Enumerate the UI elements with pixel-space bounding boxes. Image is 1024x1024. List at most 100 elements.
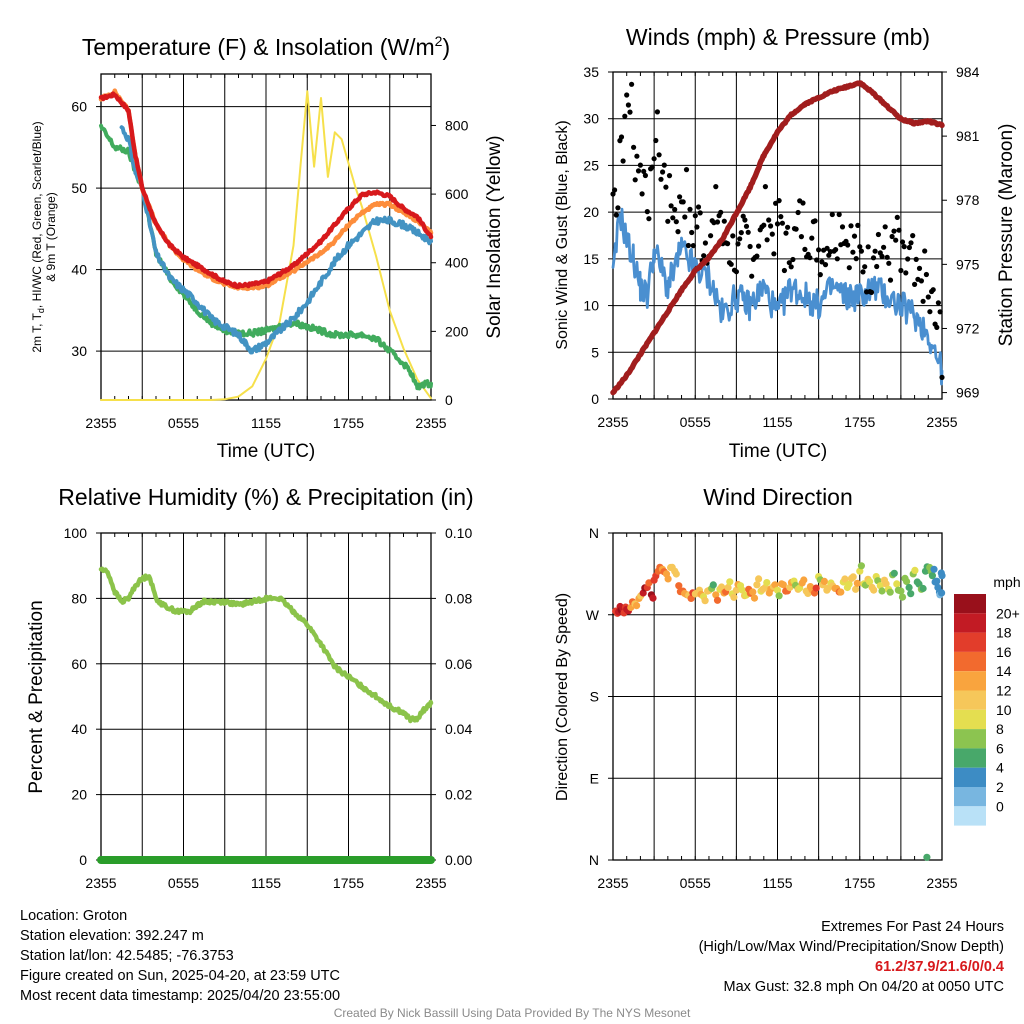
direction-point bbox=[907, 590, 915, 598]
temp-series-4 bbox=[100, 90, 432, 401]
colorbar-swatch bbox=[954, 651, 986, 672]
gust-point bbox=[634, 153, 640, 159]
gust-point bbox=[615, 205, 621, 211]
gust-point bbox=[613, 212, 619, 218]
wind-xlabel: Time (UTC) bbox=[729, 441, 828, 462]
wind-border bbox=[612, 71, 943, 400]
gust-point bbox=[665, 218, 671, 224]
rh-title: Relative Humidity (%) & Precipitation (i… bbox=[58, 484, 473, 510]
gust-point bbox=[853, 256, 859, 262]
rh-xtick-label: 2355 bbox=[415, 875, 446, 891]
rh-ytick-label: 80 bbox=[71, 590, 87, 606]
gust-point bbox=[790, 256, 796, 263]
gust-point bbox=[862, 264, 868, 270]
gust-point bbox=[627, 109, 633, 115]
gust-point bbox=[884, 254, 890, 260]
gust-point bbox=[774, 221, 781, 227]
wind-ytick-label: 0 bbox=[591, 391, 599, 407]
colorbar-swatch bbox=[954, 594, 986, 614]
colorbar-label: 6 bbox=[996, 740, 1004, 756]
direction-point bbox=[849, 573, 857, 581]
figure-created: Figure created on Sun, 2025-04-20, at 23… bbox=[20, 968, 340, 984]
gust-point bbox=[793, 226, 799, 232]
gust-point bbox=[899, 239, 906, 245]
gust-point bbox=[612, 187, 618, 193]
wind-ytick-label: 30 bbox=[583, 111, 599, 127]
colorbar-swatch bbox=[954, 748, 986, 768]
direction-point bbox=[820, 577, 829, 586]
dir-ytick-label: W bbox=[586, 607, 600, 623]
direction-point bbox=[773, 586, 782, 594]
gust-point bbox=[764, 237, 770, 243]
gust-point bbox=[668, 203, 674, 209]
dir-ylabel: Direction (Colored By Speed) bbox=[554, 593, 571, 801]
rh-xtick-label: 0555 bbox=[168, 875, 199, 891]
gust-point bbox=[829, 211, 835, 218]
direction-point bbox=[675, 582, 683, 590]
temp-xlabel: Time (UTC) bbox=[217, 441, 316, 462]
gust-point bbox=[807, 255, 813, 261]
gust-point bbox=[749, 273, 755, 279]
gust-point bbox=[916, 265, 923, 271]
gust-point bbox=[848, 223, 854, 229]
temp-y2tick-label: 200 bbox=[445, 323, 469, 339]
colorbar-label: 12 bbox=[996, 683, 1012, 699]
temp-y2tick-label: 0 bbox=[445, 392, 453, 408]
direction-point bbox=[893, 580, 901, 588]
wind-ytick-label: 15 bbox=[583, 251, 599, 267]
direction-point bbox=[672, 570, 680, 578]
gust-point bbox=[882, 224, 888, 230]
gust-point bbox=[901, 244, 907, 250]
direction-point bbox=[890, 569, 898, 577]
gust-point bbox=[690, 243, 696, 249]
colorbar-swatch bbox=[954, 690, 986, 710]
gust-point bbox=[930, 287, 936, 293]
direction-point bbox=[886, 588, 894, 596]
gust-point bbox=[718, 209, 724, 215]
rh-ytick-label: 20 bbox=[71, 787, 87, 803]
temp-series-2 bbox=[119, 125, 433, 355]
gust-point bbox=[654, 109, 661, 115]
direction-point bbox=[852, 585, 860, 593]
direction-point bbox=[938, 572, 946, 580]
gust-point bbox=[800, 200, 806, 206]
direction-point bbox=[812, 584, 820, 592]
colorbar-swatch bbox=[954, 767, 986, 787]
gust-point bbox=[935, 300, 942, 306]
colorbar-swatch bbox=[954, 729, 986, 749]
gust-point bbox=[845, 242, 851, 248]
gust-point bbox=[809, 235, 815, 241]
wind-y2tick-label: 984 bbox=[956, 64, 980, 80]
gust-point bbox=[666, 173, 673, 179]
temp-ylabel: 2m T, Td, HI/WC (Red, Green, Scarlet/Blu… bbox=[30, 121, 46, 352]
dir-xtick-label: 1755 bbox=[844, 875, 875, 891]
gust-point bbox=[858, 248, 865, 254]
rh-frame bbox=[100, 532, 432, 861]
rh-line bbox=[98, 566, 434, 724]
rh-ytick-label: 0 bbox=[79, 852, 87, 868]
max-gust: Max Gust: 32.8 mph On 04/20 at 0050 UTC bbox=[723, 979, 1004, 995]
temp-ytick-label: 60 bbox=[71, 99, 87, 115]
rh-ytick-label: 40 bbox=[71, 721, 87, 737]
gust-point bbox=[839, 224, 846, 230]
direction-point bbox=[897, 587, 905, 595]
direction-point bbox=[713, 596, 722, 604]
gust-point bbox=[701, 253, 707, 259]
colorbar-swatch bbox=[954, 671, 986, 691]
direction-point bbox=[750, 594, 759, 602]
gust-point bbox=[754, 253, 760, 259]
gust-point bbox=[912, 281, 918, 287]
colorbar-title: mph bbox=[993, 574, 1020, 590]
direction-point bbox=[853, 579, 861, 587]
rh-ytick-label: 100 bbox=[64, 525, 88, 541]
gust-point bbox=[906, 244, 913, 251]
direction-point bbox=[701, 597, 709, 605]
gust-point bbox=[927, 309, 933, 315]
extremes-values: 61.2/37.9/21.6/0/0.4 bbox=[875, 959, 1004, 975]
extremes-block: Extremes For Past 24 Hours (High/Low/Max… bbox=[699, 917, 1004, 997]
wind-y2label: Station Pressure (Maroon) bbox=[996, 124, 1017, 347]
gust-point bbox=[778, 214, 784, 220]
gust-point bbox=[653, 137, 659, 144]
direction-point bbox=[724, 583, 732, 592]
temp-xtick-label: 1755 bbox=[333, 415, 364, 431]
